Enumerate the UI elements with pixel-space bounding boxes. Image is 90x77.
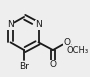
Text: O: O (63, 38, 70, 47)
Text: Br: Br (19, 63, 29, 71)
Text: N: N (35, 20, 42, 29)
Text: OCH₃: OCH₃ (67, 46, 89, 55)
Text: O: O (50, 60, 56, 69)
Text: N: N (7, 20, 14, 29)
